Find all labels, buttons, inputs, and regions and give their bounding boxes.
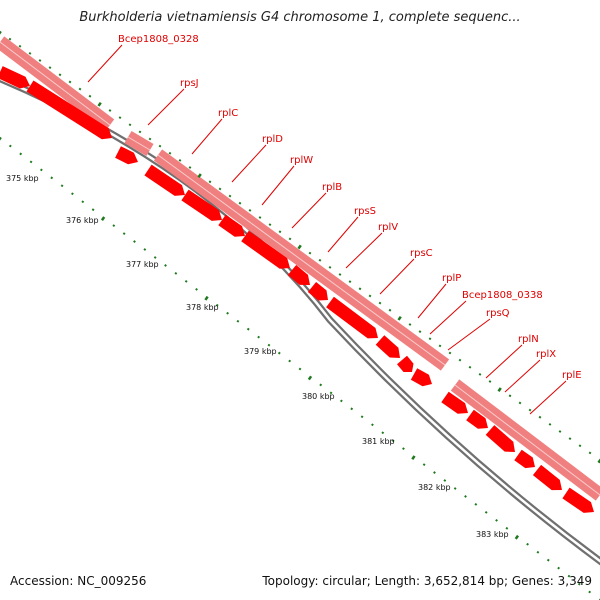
gene-arrow[interactable] [485,425,515,452]
gene-leader-line [231,144,267,183]
gene-leader-line [379,258,415,295]
gene-label[interactable]: rplE [562,370,582,381]
gene-leader-line [291,192,327,229]
backbone-inner [0,77,600,563]
gene-leader-line [504,359,541,393]
gene-label[interactable]: rplV [378,222,398,233]
gene-arrow[interactable] [0,66,30,89]
gene-arrow[interactable] [287,265,310,285]
gene-label[interactable]: rplN [518,334,539,345]
gene-arrow[interactable] [326,296,378,339]
scale-tick-label: 378 kbp [186,303,219,312]
gene-leader-line [87,44,123,83]
gene-label[interactable]: rpsC [410,248,433,259]
gene-arrow[interactable] [241,230,290,269]
gene-labels: Bcep1808_0328rpsJrplCrplDrplWrplBrpsSrpl… [87,34,582,415]
gene-leader-line [147,88,185,126]
gene-leader-line [417,283,447,319]
gene-arrow[interactable] [532,464,562,491]
gene-arrow[interactable] [218,214,245,237]
gene-label[interactable]: Bcep1808_0328 [118,34,199,45]
tick-marks [0,30,600,600]
map-title: Burkholderia vietnamiensis G4 chromosome… [79,10,521,25]
gene-arrow[interactable] [307,282,328,301]
gene-leader-line [327,216,359,253]
gene-label[interactable]: rpsJ [180,78,199,89]
gene-arrow[interactable] [397,355,414,372]
backbone-outer [0,74,600,566]
gene-arrow[interactable] [181,189,222,221]
gene-label[interactable]: rplW [290,155,313,166]
gene-arrow[interactable] [514,449,535,469]
gene-label[interactable]: rplC [218,108,238,119]
gene-bands [0,36,600,501]
gene-label[interactable]: rplP [442,273,461,284]
gene-arrows [0,66,594,513]
scale-tick-label: 376 kbp [66,216,99,225]
gene-arrow[interactable] [144,164,185,196]
gene-arrow[interactable] [410,368,432,387]
scale-tick-label: 380 kbp [302,392,335,401]
gene-leader-line [345,232,383,269]
scale-tick-label: 379 kbp [244,347,277,356]
gene-leader-line [529,380,567,415]
gene-arrow[interactable] [26,80,113,140]
gene-label[interactable]: rplD [262,134,283,145]
topology-summary: Topology: circular; Length: 3,652,814 bp… [262,574,592,588]
scale-tick-label: 381 kbp [362,437,395,446]
gene-arrow[interactable] [115,146,138,165]
gene-leader-line [447,318,491,351]
gene-leader-line [485,344,523,379]
gene-arrow[interactable] [375,335,400,358]
gene-label[interactable]: rpsS [354,206,376,217]
gene-arrow[interactable] [562,487,594,513]
gene-arrow[interactable] [441,391,468,414]
gene-label[interactable]: rplB [322,182,342,193]
scale-tick-label: 382 kbp [418,483,451,492]
gene-leader-line [191,118,223,155]
gene-leader-line [261,165,295,206]
gene-leader-line [429,300,467,335]
scale-labels: 375 kbp 376 kbp 377 kbp 378 kbp 379 kbp 380 k… [6,174,509,539]
scale-tick-label: 375 kbp [6,174,39,183]
scale-tick-label: 383 kbp [476,530,509,539]
gene-label[interactable]: rpsQ [486,308,510,319]
scale-tick-label: 377 kbp [126,260,159,269]
gene-arrow[interactable] [466,409,488,429]
gene-label[interactable]: rplX [536,349,556,360]
accession-text: Accession: NC_009256 [10,574,147,588]
gene-label[interactable]: Bcep1808_0338 [462,290,543,301]
